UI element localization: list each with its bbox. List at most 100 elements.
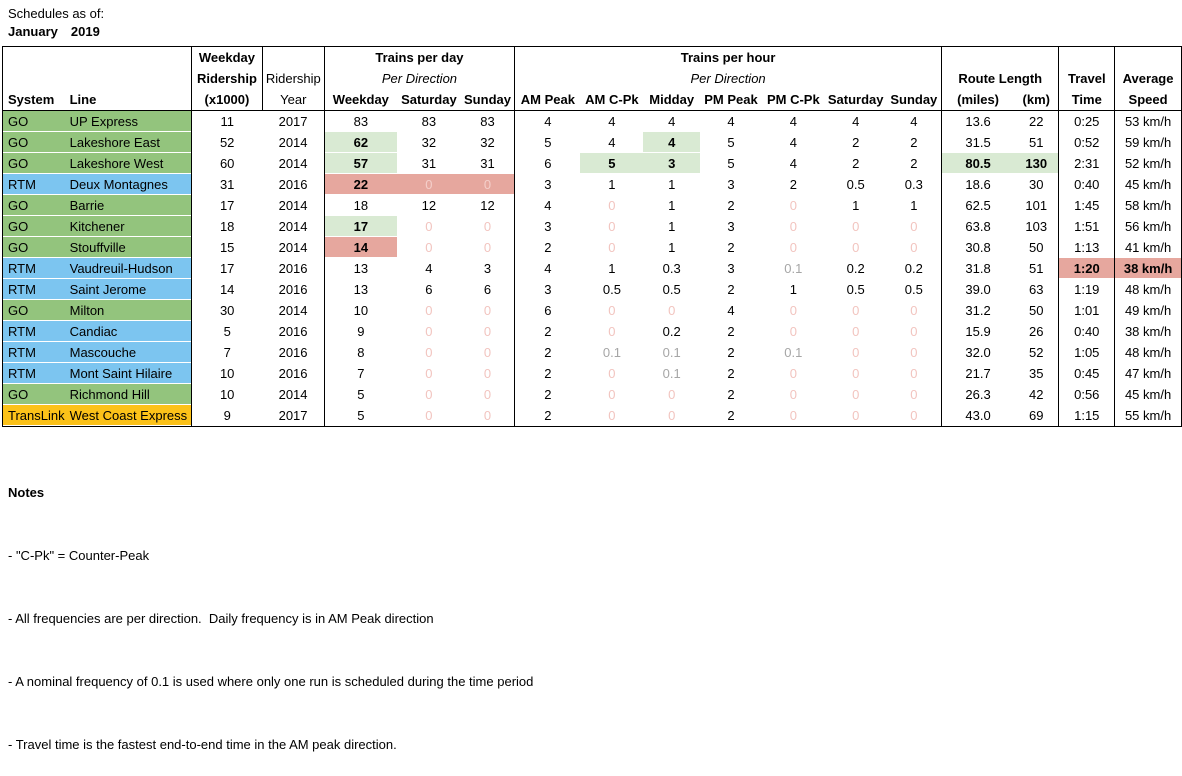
cell-tph-pm-peak-kitchener[interactable]: 3 — [727, 219, 735, 234]
cell-travel-time-candiac[interactable]: 0:40 — [1058, 321, 1116, 342]
cell-avg-speed-lakeshore-west[interactable]: 52 km/h — [1124, 156, 1172, 171]
cell-system-kitchener[interactable]: GO — [2, 216, 65, 237]
cell-tph-am-cpk-stouffville[interactable]: 0 — [608, 240, 616, 255]
cell-line-saint-jerome[interactable]: Saint Jerome — [64, 279, 193, 300]
cell-tph-am-cpk-lakeshore-east[interactable]: 4 — [608, 135, 616, 150]
cell-km-mascouche[interactable]: 52 — [1014, 342, 1060, 363]
cell-tpd-weekday-richmond-hill[interactable]: 5 — [357, 387, 365, 402]
cell-tph-pm-peak-lakeshore-west[interactable]: 5 — [727, 156, 735, 171]
cell-tph-am-peak-saint-jerome[interactable]: 3 — [544, 282, 552, 297]
cell-miles-vaudreuil-hudson[interactable]: 31.8 — [965, 261, 991, 276]
cell-year-lakeshore-west[interactable]: 2014 — [262, 153, 325, 174]
cell-ridership-kitchener[interactable]: 18 — [219, 219, 235, 234]
cell-tpd-weekday-west-coast-express[interactable]: 5 — [357, 408, 365, 423]
cell-tph-pm-peak-vaudreuil-hudson[interactable]: 3 — [727, 261, 735, 276]
cell-tph-saturday-up-express[interactable]: 4 — [852, 114, 860, 129]
cell-system-saint-jerome[interactable]: RTM — [2, 279, 65, 300]
cell-tpd-saturday-mascouche[interactable]: 0 — [425, 345, 433, 360]
cell-tph-am-cpk-deux-montagnes[interactable]: 1 — [608, 177, 616, 192]
cell-tpd-sunday-kitchener[interactable]: 0 — [460, 216, 516, 237]
cell-tph-pm-peak-milton[interactable]: 4 — [727, 303, 735, 318]
cell-tph-am-peak-kitchener[interactable]: 3 — [544, 219, 552, 234]
cell-tph-pm-peak-mont-saint-hilaire[interactable]: 2 — [727, 366, 735, 381]
cell-avg-speed-up-express[interactable]: 53 km/h — [1124, 114, 1172, 129]
cell-tph-midday-up-express[interactable]: 4 — [668, 114, 676, 129]
cell-travel-time-lakeshore-east[interactable]: 0:52 — [1058, 132, 1116, 153]
cell-system-stouffville[interactable]: GO — [2, 237, 65, 258]
cell-tpd-sunday-deux-montagnes[interactable]: 0 — [460, 174, 516, 195]
cell-system-candiac[interactable]: RTM — [2, 321, 65, 342]
cell-ridership-lakeshore-west[interactable]: 60 — [219, 156, 235, 171]
cell-tph-midday-milton[interactable]: 0 — [668, 303, 676, 318]
cell-year-saint-jerome[interactable]: 2016 — [262, 279, 325, 300]
cell-tph-saturday-saint-jerome[interactable]: 0.5 — [846, 282, 865, 297]
cell-tph-am-peak-deux-montagnes[interactable]: 3 — [544, 177, 552, 192]
cell-miles-mont-saint-hilaire[interactable]: 21.7 — [965, 366, 991, 381]
cell-tph-sunday-milton[interactable]: 0 — [886, 300, 942, 321]
cell-tpd-sunday-milton[interactable]: 0 — [460, 300, 516, 321]
cell-tph-pm-cpk-vaudreuil-hudson[interactable]: 0.1 — [784, 261, 803, 276]
cell-km-candiac[interactable]: 26 — [1014, 321, 1060, 342]
cell-tph-am-peak-mascouche[interactable]: 2 — [544, 345, 552, 360]
cell-tph-pm-cpk-mascouche[interactable]: 0.1 — [784, 345, 803, 360]
cell-ridership-west-coast-express[interactable]: 9 — [223, 408, 231, 423]
cell-tpd-saturday-lakeshore-west[interactable]: 31 — [421, 156, 437, 171]
cell-tph-am-cpk-mascouche[interactable]: 0.1 — [602, 345, 621, 360]
cell-miles-lakeshore-west[interactable]: 80.5 — [941, 153, 1015, 174]
cell-tph-am-cpk-milton[interactable]: 0 — [608, 303, 616, 318]
cell-tpd-sunday-barrie[interactable]: 12 — [460, 195, 516, 216]
cell-avg-speed-saint-jerome[interactable]: 48 km/h — [1124, 282, 1172, 297]
cell-km-deux-montagnes[interactable]: 30 — [1014, 174, 1060, 195]
cell-tph-midday-lakeshore-west[interactable]: 3 — [643, 153, 701, 174]
cell-tph-am-cpk-saint-jerome[interactable]: 0.5 — [602, 282, 621, 297]
cell-avg-speed-vaudreuil-hudson[interactable]: 38 km/h — [1114, 258, 1182, 279]
cell-miles-saint-jerome[interactable]: 39.0 — [965, 282, 991, 297]
cell-tph-saturday-lakeshore-west[interactable]: 2 — [852, 156, 860, 171]
cell-tph-midday-candiac[interactable]: 0.2 — [662, 324, 681, 339]
cell-tph-sunday-barrie[interactable]: 1 — [886, 195, 942, 216]
cell-line-lakeshore-west[interactable]: Lakeshore West — [64, 153, 193, 174]
cell-ridership-milton[interactable]: 30 — [219, 303, 235, 318]
cell-tph-pm-cpk-lakeshore-west[interactable]: 4 — [789, 156, 797, 171]
cell-km-kitchener[interactable]: 103 — [1014, 216, 1060, 237]
cell-tph-am-peak-milton[interactable]: 6 — [544, 303, 552, 318]
cell-tpd-weekday-vaudreuil-hudson[interactable]: 13 — [353, 261, 369, 276]
cell-tph-am-peak-west-coast-express[interactable]: 2 — [544, 408, 552, 423]
cell-line-kitchener[interactable]: Kitchener — [64, 216, 193, 237]
cell-system-west-coast-express[interactable]: TransLink — [2, 405, 65, 427]
cell-tph-sunday-richmond-hill[interactable]: 0 — [886, 384, 942, 405]
cell-km-up-express[interactable]: 22 — [1014, 110, 1060, 132]
cell-tph-midday-kitchener[interactable]: 1 — [668, 219, 676, 234]
cell-travel-time-milton[interactable]: 1:01 — [1058, 300, 1116, 321]
cell-tpd-weekday-stouffville[interactable]: 14 — [324, 237, 397, 258]
cell-travel-time-barrie[interactable]: 1:45 — [1058, 195, 1116, 216]
cell-year-mascouche[interactable]: 2016 — [262, 342, 325, 363]
cell-avg-speed-stouffville[interactable]: 41 km/h — [1124, 240, 1172, 255]
cell-system-richmond-hill[interactable]: GO — [2, 384, 65, 405]
cell-tph-midday-lakeshore-east[interactable]: 4 — [643, 132, 701, 153]
cell-miles-deux-montagnes[interactable]: 18.6 — [965, 177, 991, 192]
cell-tph-pm-cpk-barrie[interactable]: 0 — [789, 198, 797, 213]
cell-tph-pm-cpk-milton[interactable]: 0 — [789, 303, 797, 318]
cell-year-deux-montagnes[interactable]: 2016 — [262, 174, 325, 195]
cell-tpd-weekday-up-express[interactable]: 83 — [353, 114, 369, 129]
cell-ridership-barrie[interactable]: 17 — [219, 198, 235, 213]
cell-travel-time-richmond-hill[interactable]: 0:56 — [1058, 384, 1116, 405]
cell-tph-am-cpk-candiac[interactable]: 0 — [608, 324, 616, 339]
cell-tph-am-cpk-west-coast-express[interactable]: 0 — [608, 408, 616, 423]
cell-tpd-weekday-candiac[interactable]: 9 — [357, 324, 365, 339]
cell-year-barrie[interactable]: 2014 — [262, 195, 325, 216]
cell-line-deux-montagnes[interactable]: Deux Montagnes — [64, 174, 193, 195]
cell-tpd-saturday-stouffville[interactable]: 0 — [425, 240, 433, 255]
cell-tpd-sunday-stouffville[interactable]: 0 — [460, 237, 516, 258]
cell-tpd-sunday-up-express[interactable]: 83 — [460, 110, 516, 132]
cell-line-lakeshore-east[interactable]: Lakeshore East — [64, 132, 193, 153]
cell-tpd-sunday-candiac[interactable]: 0 — [460, 321, 516, 342]
cell-tpd-weekday-mont-saint-hilaire[interactable]: 7 — [357, 366, 365, 381]
cell-ridership-mascouche[interactable]: 7 — [223, 345, 231, 360]
cell-tpd-weekday-milton[interactable]: 10 — [353, 303, 369, 318]
cell-tpd-weekday-barrie[interactable]: 18 — [353, 198, 369, 213]
cell-tph-pm-peak-deux-montagnes[interactable]: 3 — [727, 177, 735, 192]
cell-km-richmond-hill[interactable]: 42 — [1014, 384, 1060, 405]
cell-tph-pm-cpk-up-express[interactable]: 4 — [789, 114, 797, 129]
